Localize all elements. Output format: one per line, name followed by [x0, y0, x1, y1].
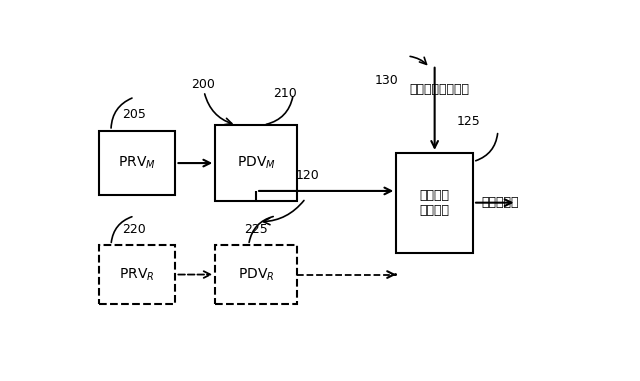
Text: 205: 205 — [122, 107, 146, 121]
Text: 熱反応器へ: 熱反応器へ — [482, 195, 519, 209]
Text: PRV$_M$: PRV$_M$ — [118, 155, 156, 171]
Text: 130: 130 — [375, 74, 399, 87]
Text: PDV$_R$: PDV$_R$ — [238, 266, 275, 283]
Text: PDV$_M$: PDV$_M$ — [237, 155, 275, 171]
Text: 225: 225 — [244, 224, 268, 237]
Bar — [215, 125, 297, 201]
Text: 120: 120 — [296, 169, 319, 182]
Bar — [99, 131, 175, 195]
Text: PRV$_R$: PRV$_R$ — [119, 266, 155, 283]
Text: マイクロ
ミキサー: マイクロ ミキサー — [420, 189, 450, 217]
Text: セグメント化ガス: セグメント化ガス — [410, 83, 470, 96]
Text: 220: 220 — [122, 224, 146, 237]
Bar — [99, 245, 175, 304]
Bar — [215, 245, 297, 304]
Text: 125: 125 — [457, 115, 481, 128]
Text: 200: 200 — [191, 78, 216, 91]
Text: 210: 210 — [273, 87, 297, 100]
Bar — [396, 153, 473, 253]
